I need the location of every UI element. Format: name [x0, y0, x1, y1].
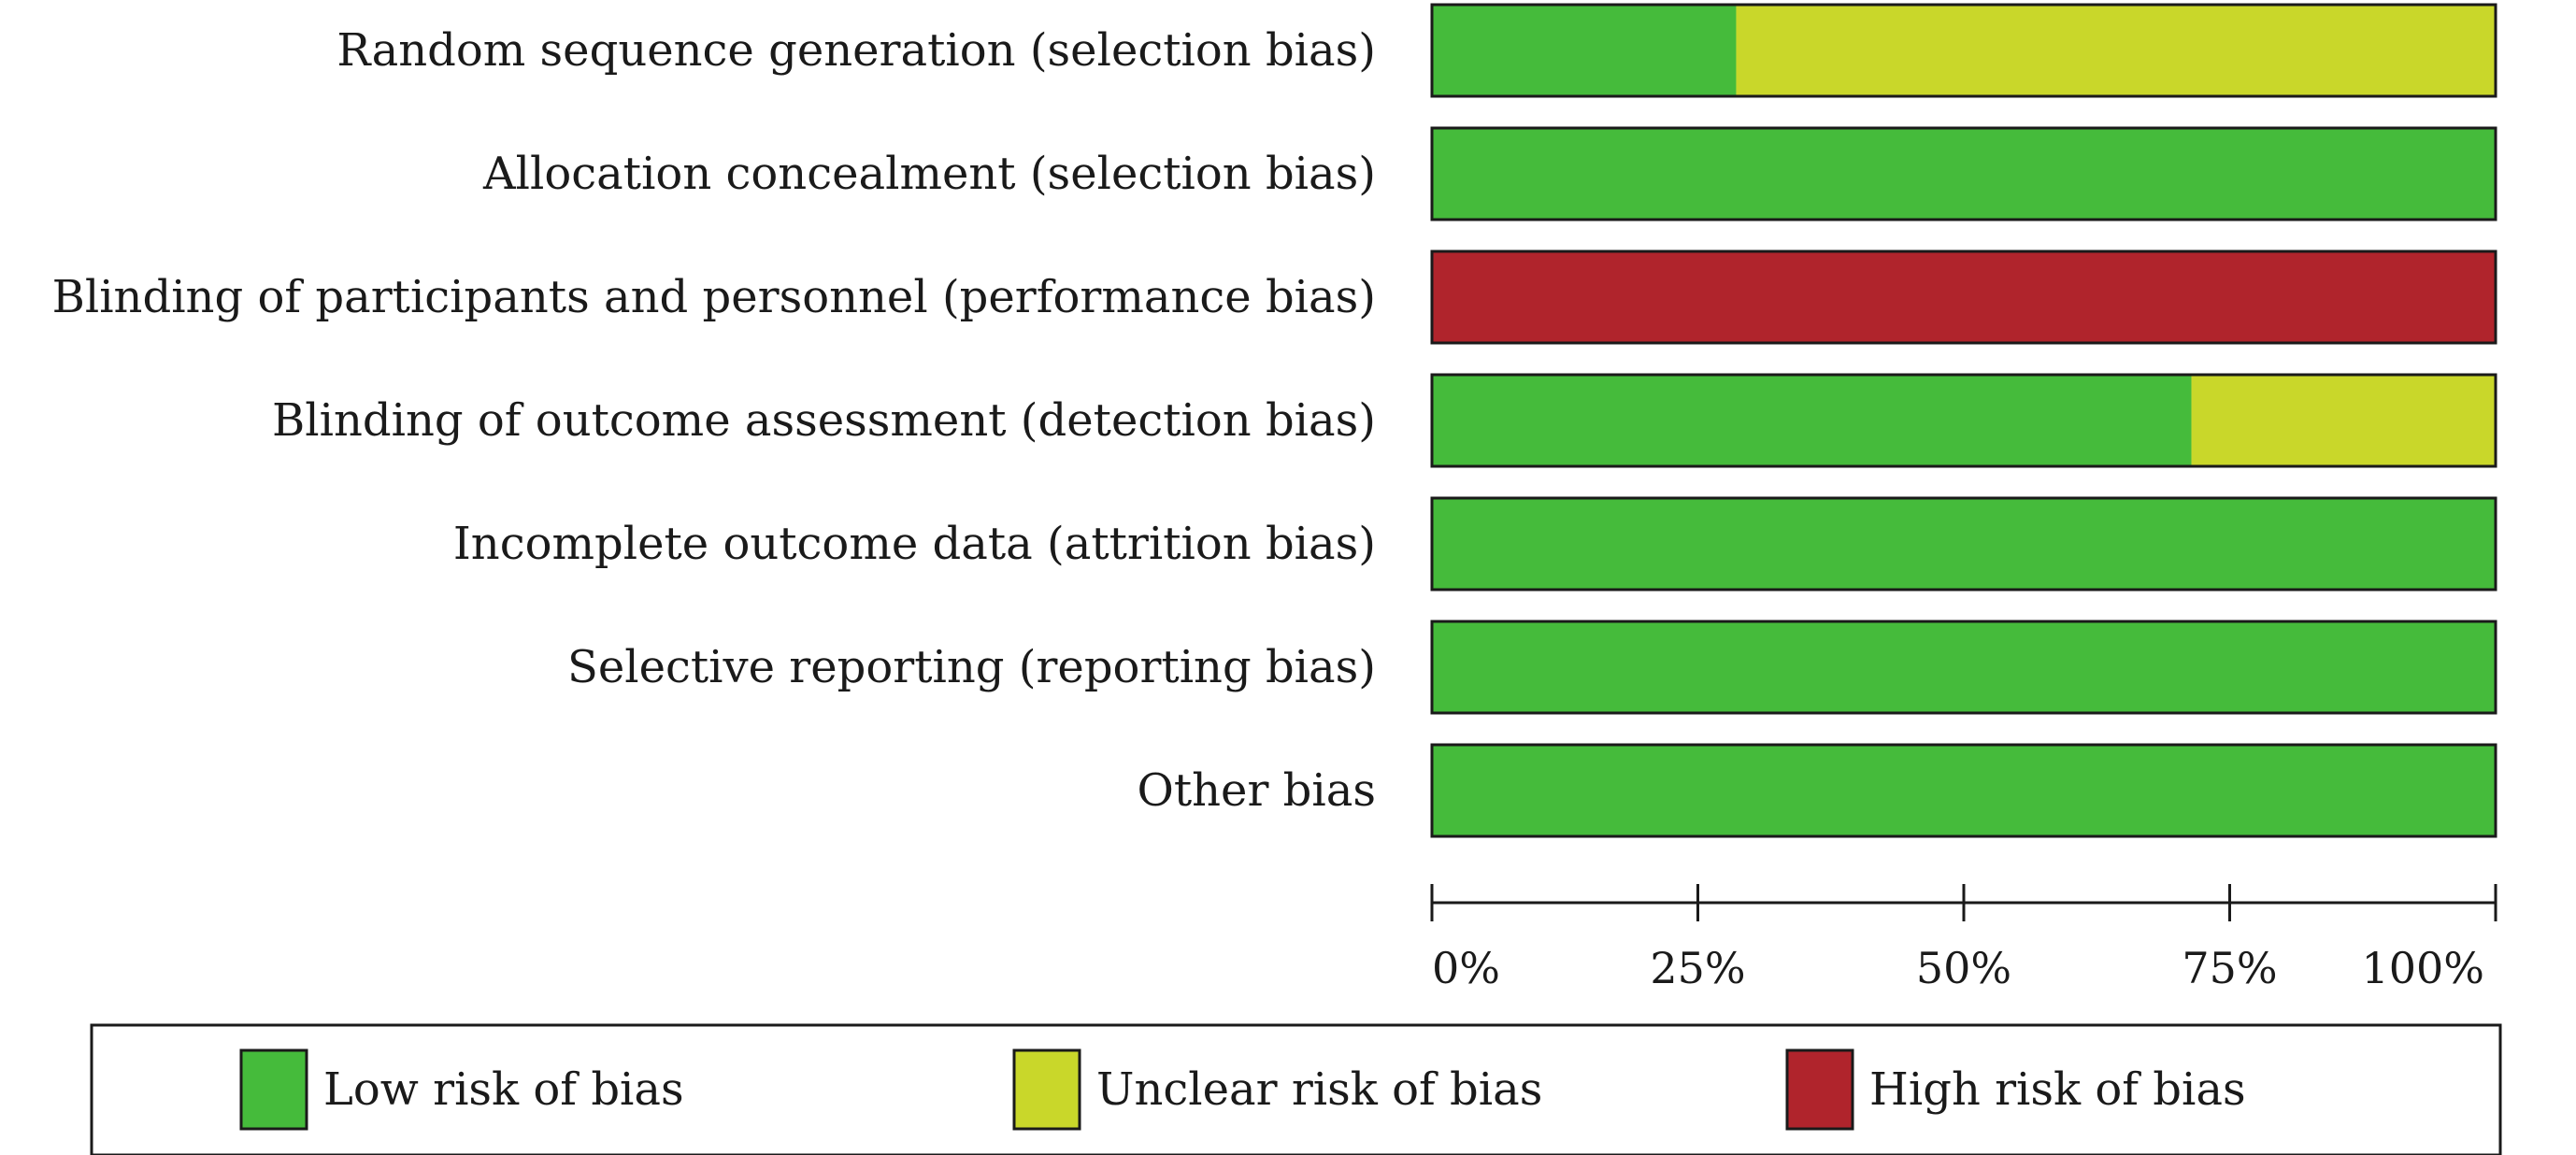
- bar-segment-low-risk-of-bias: [1432, 498, 2496, 590]
- bar-outline: [1430, 126, 2497, 221]
- bar-outline: [1430, 373, 2497, 468]
- bar-segment-high-risk-of-bias: [1432, 251, 2496, 343]
- bar-segment-low-risk-of-bias: [1432, 745, 2496, 836]
- category-labels: Random sequence generation (selection bi…: [52, 24, 1376, 817]
- legend-swatch-low-risk-of-bias: [239, 1048, 308, 1131]
- bar-segment-unclear-risk-of-bias: [1736, 5, 2496, 96]
- x-tick-label: 0%: [1432, 943, 1500, 993]
- bar-outline: [1430, 743, 2497, 838]
- bar-segment-low-risk-of-bias: [1432, 621, 2496, 713]
- x-tick-labels: 0% 25% 50% 75% 100%: [1432, 943, 2484, 993]
- legend-swatch-high-risk-of-bias: [1785, 1048, 1854, 1131]
- bars: [1430, 3, 2497, 838]
- bar-outline: [1430, 620, 2497, 715]
- legend-box: [90, 1023, 2502, 1155]
- x-tick-label: 25%: [1650, 943, 1745, 993]
- x-tick-label: 100%: [2361, 943, 2484, 993]
- category-label: Incomplete outcome data (attrition bias): [453, 518, 1376, 570]
- bar-segment-unclear-risk-of-bias: [2191, 375, 2496, 466]
- legend-label: High risk of bias: [1869, 1063, 2246, 1116]
- legend-swatch-unclear-risk-of-bias: [1012, 1048, 1081, 1131]
- category-label: Allocation concealment (selection bias): [482, 148, 1376, 200]
- category-label: Random sequence generation (selection bi…: [336, 24, 1376, 77]
- bar-outline: [1430, 3, 2497, 98]
- legend: Low risk of bias Unclear risk of bias High…: [90, 1023, 2502, 1155]
- x-tick-label: 75%: [2182, 943, 2277, 993]
- bar-outline: [1430, 496, 2497, 592]
- bar-segment-low-risk-of-bias: [1432, 375, 2192, 466]
- bar-segment-low-risk-of-bias: [1432, 128, 2496, 220]
- category-label: Blinding of outcome assessment (detectio…: [272, 394, 1376, 447]
- x-tick-label: 50%: [1916, 943, 2011, 993]
- category-label: Blinding of participants and personnel (…: [52, 271, 1376, 323]
- legend-label: Unclear risk of bias: [1096, 1063, 1542, 1116]
- x-axis: [1430, 884, 2497, 921]
- category-label: Other bias: [1138, 764, 1377, 817]
- bar-outline: [1430, 250, 2497, 345]
- bar-segment-low-risk-of-bias: [1432, 5, 1737, 96]
- legend-label: Low risk of bias: [323, 1063, 684, 1116]
- category-label: Selective reporting (reporting bias): [567, 641, 1376, 693]
